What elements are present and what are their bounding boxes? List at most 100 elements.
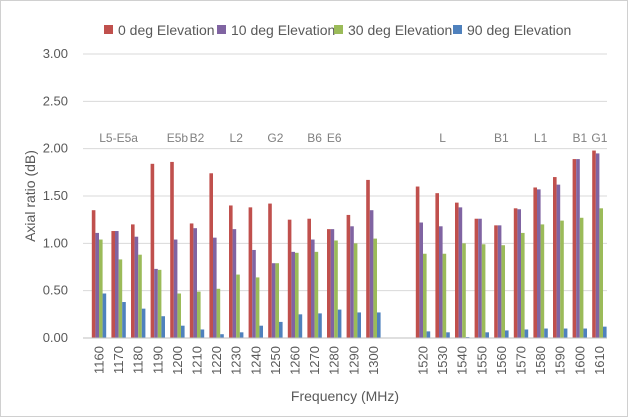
bar — [134, 236, 139, 338]
band-label: B1 — [572, 131, 587, 145]
y-axis-ticks: 0.00 0.50 1.00 1.50 2.00 2.50 3.00 — [43, 46, 68, 345]
bar — [318, 313, 322, 338]
x-axis: 1160 1170 1180 1190 1200 1210 1220 1230 1240 1250… — [83, 337, 607, 375]
bar — [122, 302, 126, 338]
x-tick-label: 1600 — [572, 346, 587, 375]
bar — [334, 240, 338, 338]
x-tick-label: 1540 — [455, 346, 470, 375]
bar — [239, 332, 244, 338]
bar — [599, 208, 603, 338]
bar — [560, 220, 564, 338]
legend-label: 10 deg Elevation — [231, 22, 335, 38]
bar — [505, 330, 509, 338]
bar — [357, 312, 361, 338]
bar — [377, 312, 381, 338]
band-label: L5-E5a — [99, 131, 138, 145]
x-tick-label: 1240 — [248, 346, 263, 375]
legend-swatch — [453, 25, 462, 34]
band-label: E6 — [327, 131, 342, 145]
x-tick-label: 1260 — [288, 346, 303, 375]
band-label: L1 — [534, 131, 548, 145]
x-tick-label: 1170 — [111, 346, 126, 374]
bar — [91, 210, 96, 338]
bar — [118, 259, 123, 338]
band-label: B1 — [494, 131, 509, 145]
bar — [268, 203, 272, 338]
bar — [572, 159, 577, 338]
y-tick-label: 2.50 — [43, 93, 68, 108]
bar — [435, 193, 439, 338]
bar — [494, 225, 498, 338]
bar — [446, 332, 450, 338]
bar — [592, 150, 596, 338]
bar — [197, 291, 201, 338]
bar — [337, 309, 342, 338]
bar — [177, 293, 181, 338]
bar — [209, 173, 213, 338]
x-tick-label: 1270 — [307, 346, 322, 375]
y-tick-label: 2.00 — [43, 141, 68, 156]
x-tick-label: 1210 — [190, 346, 205, 375]
bar — [524, 329, 529, 338]
bar — [439, 226, 443, 338]
legend-swatch — [334, 25, 343, 34]
bar — [563, 328, 568, 338]
bar — [474, 218, 479, 338]
bar — [141, 308, 146, 338]
bar — [366, 179, 370, 338]
band-label: L — [439, 131, 446, 145]
bar — [314, 251, 319, 338]
bar — [556, 184, 561, 338]
bar — [311, 239, 315, 338]
legend-swatch — [104, 25, 113, 34]
bar — [154, 268, 158, 338]
bar — [442, 253, 447, 338]
bar — [485, 332, 489, 338]
x-tick-label: 1590 — [553, 346, 568, 375]
bar — [298, 314, 303, 338]
bar — [544, 328, 548, 338]
bar — [353, 243, 358, 338]
y-tick-label: 1.50 — [43, 188, 68, 203]
bar — [232, 229, 237, 338]
x-tick-label: 1190 — [150, 346, 165, 374]
x-tick-label: 1180 — [131, 346, 146, 374]
bar — [161, 316, 165, 338]
band-label: G1 — [591, 131, 607, 145]
y-tick-label: 3.00 — [43, 46, 68, 61]
bar — [115, 231, 119, 338]
bar — [462, 243, 466, 338]
bar — [478, 218, 482, 338]
bar — [193, 228, 197, 338]
x-tick-label: 1250 — [268, 346, 283, 375]
bar — [369, 210, 374, 338]
bars — [91, 150, 607, 338]
bar — [173, 239, 178, 338]
legend-label: 90 deg Elevation — [467, 22, 571, 38]
bar — [138, 254, 142, 338]
bar — [458, 207, 463, 338]
y-tick-label: 1.00 — [43, 235, 68, 250]
bar — [330, 229, 335, 338]
bar — [275, 263, 279, 338]
bar — [99, 239, 103, 338]
bar — [220, 334, 224, 338]
y-axis-title: Axial ratio (dB) — [22, 150, 38, 242]
bar — [189, 223, 194, 338]
x-tick-label: 1300 — [366, 346, 381, 375]
band-annotations: L5-E5a E5b B2 L2 G2 B6 E6 L B1 L1 B1 G1 — [99, 131, 607, 145]
bar — [583, 328, 587, 338]
band-label: B6 — [307, 131, 322, 145]
bar — [131, 224, 135, 338]
bar — [517, 209, 521, 338]
legend: 0 deg Elevation 10 deg Elevation 30 deg El… — [104, 22, 571, 38]
x-tick-label: 1280 — [327, 346, 342, 375]
bar — [327, 229, 331, 338]
bar — [346, 214, 351, 338]
x-tick-label: 1530 — [435, 346, 450, 375]
bar — [229, 205, 233, 338]
x-tick-label: 1220 — [209, 346, 224, 375]
bar — [501, 245, 505, 338]
